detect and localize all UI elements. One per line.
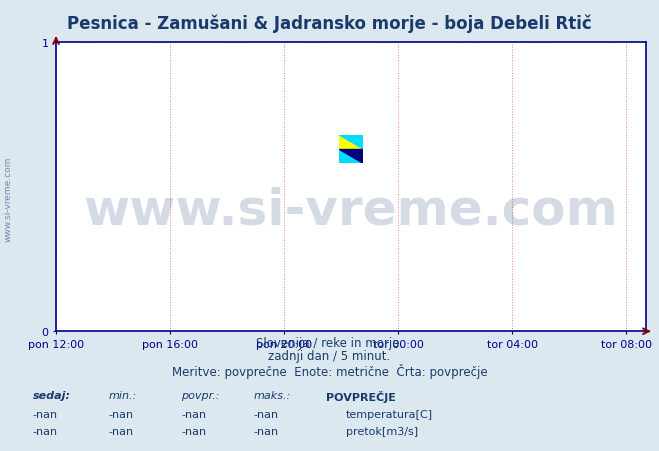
Text: POVPREČJE: POVPREČJE: [326, 390, 396, 402]
Text: maks.:: maks.:: [254, 390, 291, 400]
Text: Slovenija / reke in morje.: Slovenija / reke in morje.: [256, 336, 403, 349]
Text: -nan: -nan: [109, 426, 134, 436]
Text: temperatura[C]: temperatura[C]: [346, 409, 433, 419]
Polygon shape: [339, 135, 363, 150]
Polygon shape: [339, 135, 363, 150]
Text: pretok[m3/s]: pretok[m3/s]: [346, 426, 418, 436]
Text: zadnji dan / 5 minut.: zadnji dan / 5 minut.: [268, 350, 391, 363]
Text: -nan: -nan: [33, 426, 58, 436]
Polygon shape: [339, 150, 363, 164]
Text: -nan: -nan: [254, 426, 279, 436]
Text: -nan: -nan: [181, 409, 206, 419]
Text: povpr.:: povpr.:: [181, 390, 219, 400]
Text: Pesnica - Zamušani & Jadransko morje - boja Debeli Rtič: Pesnica - Zamušani & Jadransko morje - b…: [67, 14, 592, 33]
Polygon shape: [339, 150, 363, 164]
Text: Meritve: povprečne  Enote: metrične  Črta: povprečje: Meritve: povprečne Enote: metrične Črta:…: [172, 363, 487, 378]
Text: -nan: -nan: [33, 409, 58, 419]
Text: -nan: -nan: [254, 409, 279, 419]
Text: -nan: -nan: [181, 426, 206, 436]
Text: sedaj:: sedaj:: [33, 390, 71, 400]
Text: -nan: -nan: [109, 409, 134, 419]
Text: www.si-vreme.com: www.si-vreme.com: [84, 186, 618, 234]
Text: min.:: min.:: [109, 390, 137, 400]
Text: www.si-vreme.com: www.si-vreme.com: [3, 156, 13, 241]
